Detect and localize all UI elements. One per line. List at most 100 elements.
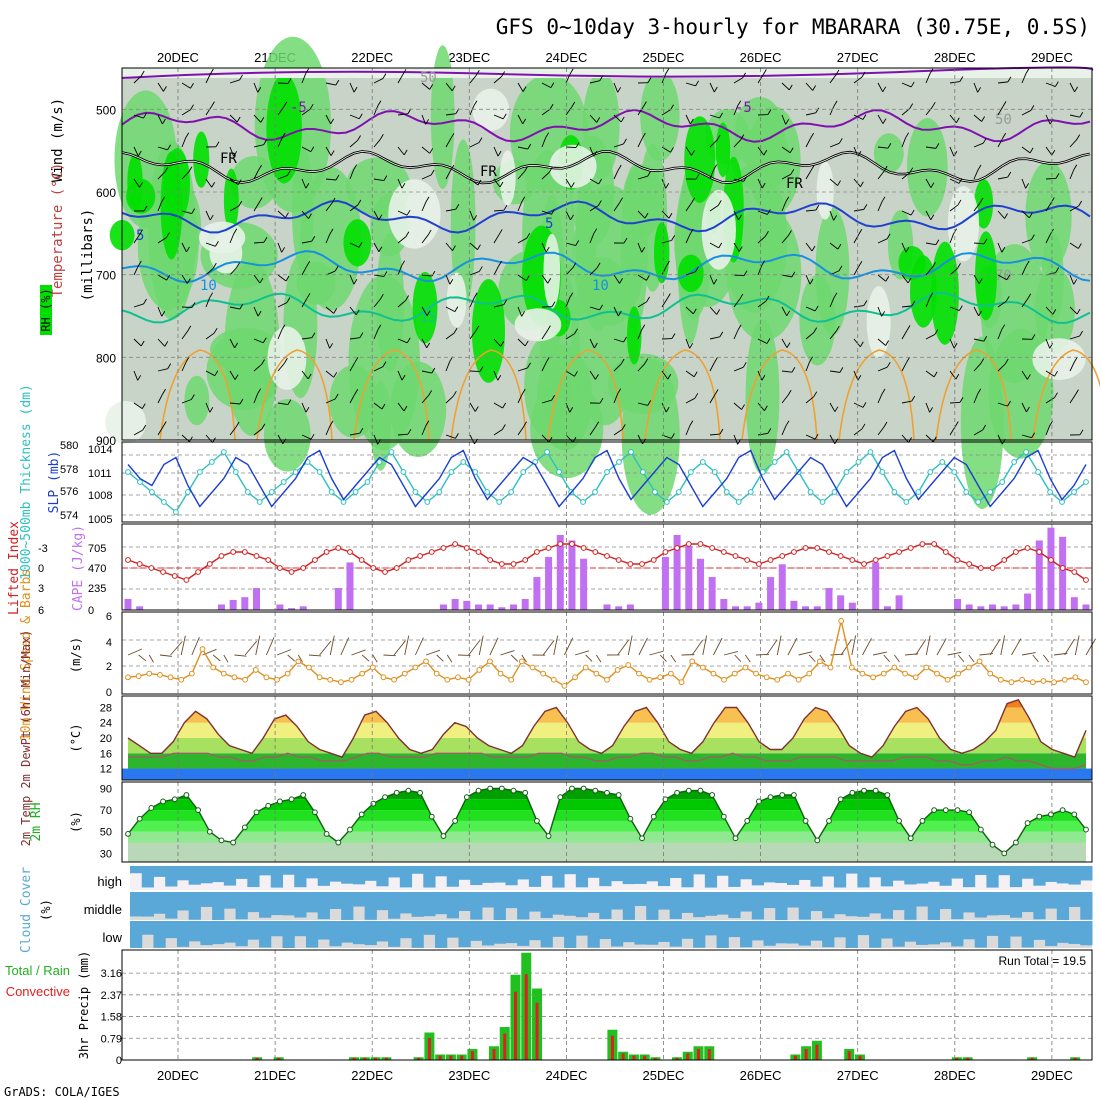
thickness-series-point [196,469,203,475]
wind-barb-flag [980,358,985,364]
wind-barb-flag [477,179,482,186]
wind-barb [373,242,380,252]
thickness-series-point [963,489,970,495]
wind-barb-flag [572,262,577,268]
cloud-cell [681,921,694,939]
wind-barb [1069,306,1078,315]
wind-barb-flag [597,200,602,206]
wind-barb [157,201,163,212]
precip-conv-bar [255,1057,259,1060]
wind10-series-point [423,658,429,665]
wind-barb [421,395,429,404]
wind-barb-flag [281,247,286,253]
wind-barb [1045,233,1051,244]
cape-bar [685,545,693,610]
wind-barb-flag [713,86,718,93]
wind-barb-flag [429,84,434,90]
lifted-index-series-point [1083,577,1089,583]
wind-barb [373,298,381,308]
wind10-series-point [742,664,749,671]
wind-barb [301,73,307,84]
wind-barb [1045,177,1057,180]
wind10-barb [925,635,931,656]
wind-barb-flag [186,246,190,253]
wind-barb [709,242,719,249]
wind-barb [613,393,619,404]
rh-series-point [580,785,587,792]
wind10-series-point [316,674,323,681]
wind-barb [445,361,451,372]
wind-barb-flag [668,212,673,219]
wind-barb [181,109,191,116]
wind-barb-flag [619,278,623,284]
wind-barb [925,146,936,149]
precip-conv-bar [643,1055,647,1060]
wind10-barb [425,649,441,656]
cloud-cell [528,866,542,887]
wind-barb-flag [140,70,145,77]
thickness-series-point [544,449,551,455]
wind-barb [397,74,404,84]
cape-bar [1070,597,1078,610]
panel-frame [121,523,1093,611]
wind-barb-flag [431,270,436,277]
precip-conv-bar [514,991,518,1060]
wind-barb [373,210,380,220]
thickness-series-point [747,489,754,495]
wind-barb [349,274,355,285]
lifted-index-series-point [1013,549,1019,555]
wind-barb-flag [379,294,384,300]
wind-barb-flag [209,68,214,75]
cape-bar [743,606,751,610]
wind-barb [781,201,787,212]
lifted-index-series-point [942,549,949,555]
wind-barb [469,402,476,412]
wind-barb [157,82,164,92]
wind-barb [397,113,408,116]
wind10-barb [489,637,499,656]
wind-barb [589,338,595,349]
wind-barb [637,301,647,308]
wind-barb [157,274,167,281]
cloud-cell [657,892,671,910]
cape-bar [755,602,763,610]
wind-barb [805,306,816,312]
cape-bar [1082,604,1090,610]
wind-barb-flag [786,310,791,317]
y-tick-label: 700 [96,269,116,283]
cloud-cell [165,866,178,887]
wind10-series-point [433,670,440,677]
rh-shade-mid [390,361,447,458]
cloud-cell [986,866,999,888]
wind-barb [661,210,670,219]
thickness-series-point [711,469,718,475]
wind-barb [925,267,933,276]
wind10-barb [745,654,751,663]
lifted-index-series-point [1071,569,1078,575]
thickness-series-point [184,489,191,495]
y-tick-label: 900 [96,434,116,448]
wind-barb [133,370,139,381]
rh-band [128,820,1086,832]
wind-barb-flag [188,166,193,172]
wind-barb-flag [767,428,772,434]
wind10-barb [265,637,275,656]
wind-barb-flag [883,421,888,428]
wind-barb-flag [882,118,887,124]
wind-barb [637,274,647,281]
wind-barb-flag [719,331,724,338]
rh-series-point [382,794,388,801]
thickness-series-point [173,509,179,515]
wind-barb-flag [741,404,745,410]
cloud-cell [341,892,354,920]
isotherm-freezing-inner [121,150,1091,184]
wind10-series-point [976,658,983,665]
cloud-cell [446,892,459,919]
wind-barb [349,306,357,316]
wind-barb-flag [740,134,745,140]
precip-conv-bar [707,1049,711,1060]
wind-barb-flag [522,86,527,92]
wind-barb [397,210,408,216]
wind-barb [805,396,815,404]
wind-barb-flag [237,179,242,185]
